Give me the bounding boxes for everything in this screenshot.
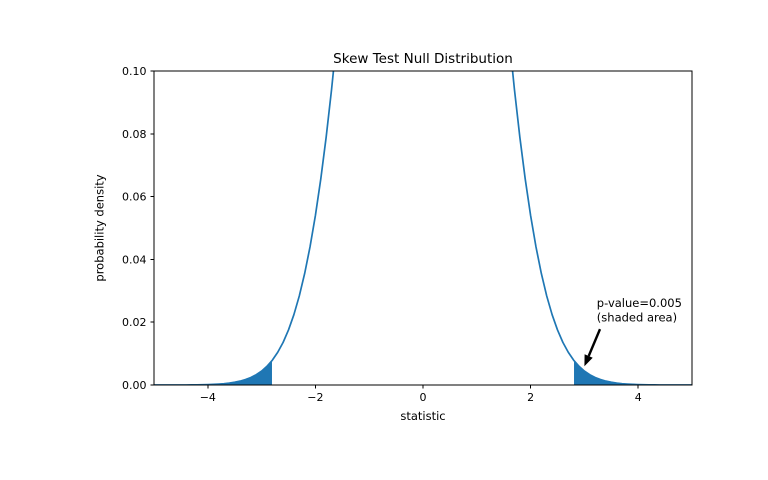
shaded-regions: [154, 360, 692, 385]
x-axis-label: statistic: [400, 409, 445, 423]
p-value-annotation: p-value=0.005 (shaded area): [584, 296, 682, 367]
shaded-tail-region: [574, 360, 692, 385]
y-tick-label: 0.10: [122, 65, 147, 78]
x-tick-label: −2: [307, 391, 323, 404]
x-tick-label: 0: [420, 391, 427, 404]
annotation-line-1: p-value=0.005: [597, 296, 682, 310]
x-tick-label: 2: [527, 391, 534, 404]
pdf-curve: [154, 71, 692, 385]
y-axis-ticks: [150, 70, 154, 386]
chart-title: Skew Test Null Distribution: [333, 51, 513, 67]
annotation-arrow-stem: [587, 328, 602, 357]
y-tick-label: 0.06: [122, 191, 147, 204]
shaded-tail-region: [154, 360, 272, 385]
plot-area: [154, 71, 692, 385]
y-axis-label: probability density: [93, 174, 107, 281]
y-tick-label: 0.08: [122, 128, 147, 141]
y-tick-label: 0.02: [122, 316, 147, 329]
x-tick-label: 4: [635, 391, 642, 404]
x-tick-label: −4: [200, 391, 216, 404]
x-axis-tick-labels: −4 −2 0 2 4: [200, 391, 642, 404]
y-tick-label: 0.00: [122, 379, 147, 392]
annotation-arrow-head-icon: [584, 354, 593, 367]
y-axis-tick-labels: 0.00 0.02 0.04 0.06 0.08 0.10: [122, 65, 147, 392]
y-tick-label: 0.04: [122, 253, 147, 266]
x-axis-ticks: [207, 385, 639, 389]
annotation-line-2: (shaded area): [597, 311, 677, 325]
